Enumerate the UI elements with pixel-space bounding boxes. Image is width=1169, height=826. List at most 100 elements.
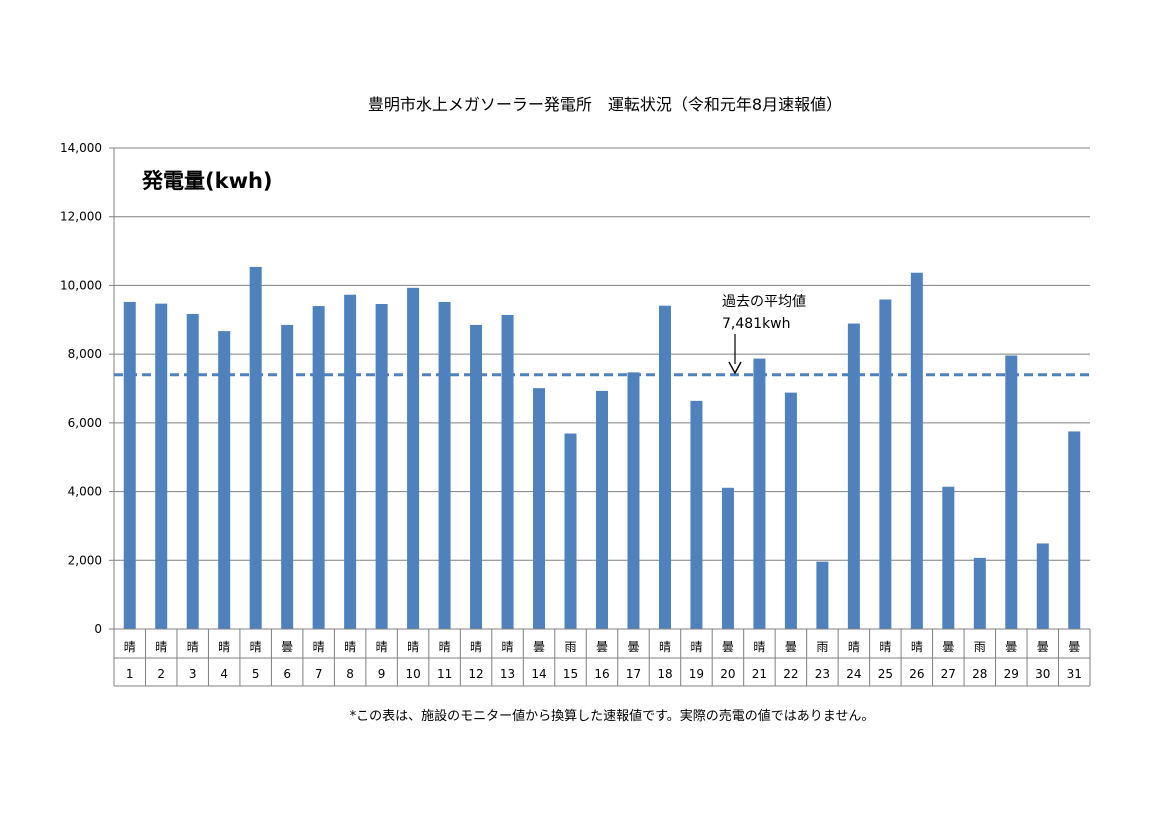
x-tick-label: 18 — [657, 667, 672, 681]
weather-cell-7: 晴 — [313, 640, 325, 654]
bars — [123, 266, 1081, 629]
weather-cell-18: 晴 — [659, 640, 671, 654]
bar-day-25 — [879, 299, 892, 629]
weather-cell-19: 晴 — [690, 640, 702, 654]
weather-cell-11: 晴 — [439, 640, 451, 654]
bar-day-18 — [658, 305, 671, 629]
x-tick-label: 16 — [594, 667, 609, 681]
bar-day-4 — [218, 331, 231, 629]
bar-day-31 — [1068, 431, 1081, 629]
weather-cell-28: 雨 — [974, 640, 986, 654]
average-label-value: 7,481kwh — [722, 316, 791, 332]
x-tick-label: 19 — [689, 667, 704, 681]
weather-cell-30: 曇 — [1037, 640, 1049, 654]
x-tick-label: 4 — [220, 667, 228, 681]
bar-day-15 — [564, 433, 577, 629]
weather-cell-14: 曇 — [533, 640, 545, 654]
weather-cell-22: 曇 — [785, 640, 797, 654]
bar-day-7 — [312, 306, 325, 629]
weather-cell-25: 晴 — [879, 640, 891, 654]
bar-day-24 — [847, 323, 860, 629]
y-tick-label: 8,000 — [68, 347, 102, 361]
weather-date-table: 晴 1 晴 2 晴 3 晴 4 晴 5 曇 6 晴 7 晴 8 晴 9 晴 10 晴 11 晴 12 晴 13 曇 14 雨 15 曇 16 曇… — [113, 628, 1091, 687]
bar-day-6 — [281, 324, 294, 629]
bar-day-26 — [910, 272, 923, 629]
weather-cell-23: 雨 — [816, 640, 828, 654]
x-tick-label: 29 — [1004, 667, 1019, 681]
bar-day-29 — [1005, 355, 1018, 629]
weather-cell-2: 晴 — [155, 640, 167, 654]
x-tick-label: 24 — [846, 667, 861, 681]
bar-day-13 — [501, 314, 514, 629]
bar-day-22 — [784, 392, 797, 629]
y-tick-label: 4,000 — [68, 485, 102, 499]
bar-day-11 — [438, 301, 451, 629]
x-tick-label: 21 — [752, 667, 767, 681]
x-tick-label: 3 — [189, 667, 197, 681]
weather-cell-6: 曇 — [281, 640, 293, 654]
x-tick-label: 26 — [909, 667, 924, 681]
bar-day-14 — [533, 388, 546, 629]
x-tick-label: 20 — [720, 667, 735, 681]
x-tick-label: 23 — [815, 667, 830, 681]
x-tick-label: 31 — [1067, 667, 1082, 681]
x-tick-label: 30 — [1035, 667, 1050, 681]
x-tick-label: 17 — [626, 667, 641, 681]
weather-cell-21: 晴 — [753, 640, 765, 654]
x-tick-label: 8 — [346, 667, 354, 681]
weather-cell-15: 雨 — [565, 640, 577, 654]
x-tick-label: 28 — [972, 667, 987, 681]
x-tick-label: 11 — [437, 667, 452, 681]
weather-cell-29: 曇 — [1005, 640, 1017, 654]
x-tick-label: 27 — [941, 667, 956, 681]
bar-day-10 — [407, 287, 420, 629]
bar-day-8 — [344, 294, 357, 629]
weather-cell-13: 晴 — [502, 640, 514, 654]
weather-cell-9: 晴 — [376, 640, 388, 654]
y-axis-label: 発電量(kwh) — [141, 169, 273, 193]
bar-day-27 — [942, 486, 955, 629]
bar-day-9 — [375, 303, 388, 629]
average-label-title: 過去の平均値 — [722, 294, 806, 310]
y-tick-label: 0 — [94, 622, 102, 636]
average-line-group: 過去の平均値 7,481kwh — [114, 294, 1090, 377]
y-tick-label: 10,000 — [60, 278, 102, 292]
y-tick-label: 6,000 — [68, 416, 102, 430]
bar-day-28 — [973, 557, 986, 629]
weather-cell-26: 晴 — [911, 640, 923, 654]
weather-cell-27: 曇 — [942, 640, 954, 654]
weather-cell-16: 曇 — [596, 640, 608, 654]
y-tick-label: 14,000 — [60, 141, 102, 155]
weather-cell-5: 晴 — [250, 640, 262, 654]
bar-day-3 — [186, 313, 199, 629]
bar-day-21 — [753, 358, 766, 629]
footnote: *この表は、施設のモニター値から換算した速報値です。実際の売電の値ではありません… — [350, 708, 875, 724]
bar-day-16 — [596, 390, 608, 629]
y-tick-label: 12,000 — [60, 210, 102, 224]
weather-cell-24: 晴 — [848, 640, 860, 654]
x-tick-label: 6 — [283, 667, 291, 681]
chart-title: 豊明市水上メガソーラー発電所 運転状況（令和元年8月速報値） — [368, 95, 842, 114]
weather-cell-1: 晴 — [124, 640, 136, 654]
x-tick-label: 10 — [405, 667, 420, 681]
x-tick-label: 5 — [252, 667, 260, 681]
weather-cell-8: 晴 — [344, 640, 356, 654]
x-tick-label: 14 — [531, 667, 546, 681]
weather-cell-4: 晴 — [218, 640, 230, 654]
y-axis-ticks: 0 2,000 4,000 6,000 8,000 10,000 12,000 14,000 — [60, 141, 102, 636]
x-tick-label: 15 — [563, 667, 578, 681]
weather-cell-31: 曇 — [1068, 640, 1080, 654]
x-tick-label: 12 — [468, 667, 483, 681]
average-arrow-head — [728, 361, 742, 375]
bar-day-2 — [155, 303, 168, 629]
x-tick-label: 13 — [500, 667, 515, 681]
bar-day-20 — [721, 487, 734, 629]
x-tick-label: 9 — [378, 667, 386, 681]
x-tick-label: 7 — [315, 667, 323, 681]
x-tick-label: 1 — [126, 667, 134, 681]
x-tick-label: 2 — [157, 667, 165, 681]
weather-cell-10: 晴 — [407, 640, 419, 654]
y-tick-label: 2,000 — [68, 553, 102, 567]
weather-cell-20: 曇 — [722, 640, 734, 654]
